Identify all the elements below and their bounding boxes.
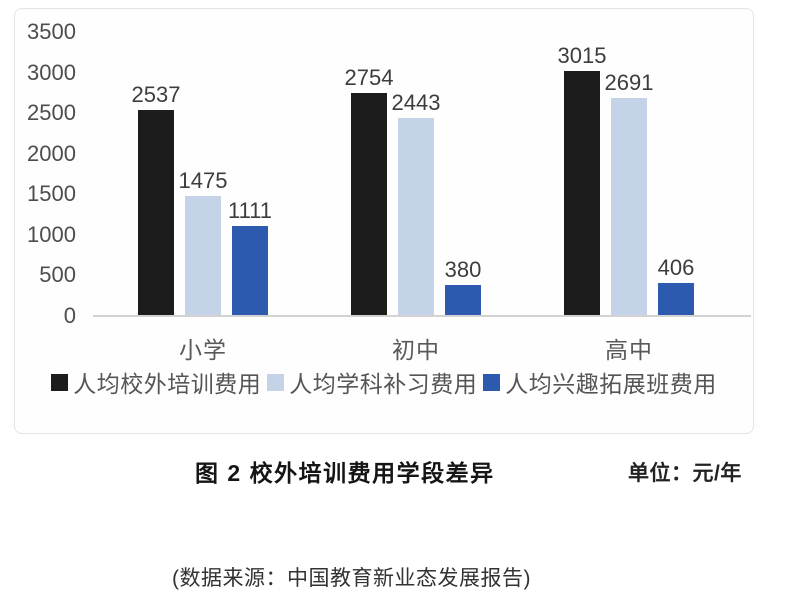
y-tick-label: 2500 <box>27 100 76 126</box>
bar-value-label: 1111 <box>227 198 273 223</box>
bar-value-label: 1475 <box>178 168 228 193</box>
legend: 人均校外培训费用 人均学科补习费用 人均兴趣拓展班费用 <box>25 369 743 397</box>
legend-label: 人均校外培训费用 <box>73 371 262 397</box>
legend-swatch-icon <box>51 373 69 391</box>
bar-series3-cat2 <box>445 285 481 316</box>
y-tick-label: 500 <box>39 262 76 288</box>
bar-value-label: 2443 <box>391 90 441 115</box>
x-tick-label: 初中 <box>392 337 440 363</box>
chart-panel: 3500 3000 2500 2000 1500 1000 500 0 2537 1475 111… <box>14 8 754 434</box>
y-tick-label: 3500 <box>27 19 76 44</box>
bar-value-label: 3015 <box>557 43 607 68</box>
legend-label: 人均学科补习费用 <box>289 371 478 397</box>
legend-item-2: 人均学科补习费用 <box>267 365 477 399</box>
x-axis-line <box>93 315 751 317</box>
bar-value-label: 380 <box>444 257 482 282</box>
unit-label: 单位：元/年 <box>628 462 742 485</box>
bar-value-label: 2537 <box>131 82 181 107</box>
bar-value-label: 2691 <box>604 70 654 95</box>
legend-label: 人均兴趣拓展班费用 <box>505 371 717 397</box>
bar-value-label: 2754 <box>344 65 394 90</box>
bar-series1-cat2 <box>351 93 387 316</box>
bar-value-label: 406 <box>657 255 695 280</box>
legend-swatch-icon <box>267 373 285 391</box>
bar-series1-cat3 <box>564 71 600 316</box>
y-tick-label: 0 <box>63 303 76 328</box>
y-tick-label: 1500 <box>27 181 76 207</box>
y-tick-label: 2000 <box>27 140 76 166</box>
legend-item-1: 人均校外培训费用 <box>51 365 261 399</box>
y-tick-label: 3000 <box>27 59 76 85</box>
x-tick-label: 高中 <box>605 337 653 363</box>
legend-swatch-icon <box>483 373 501 391</box>
data-source-note: (数据来源：中国教育新业态发展报告) <box>172 567 531 590</box>
bar-series3-cat3 <box>658 283 694 316</box>
bar-series2-cat2 <box>398 118 434 316</box>
bar-series2-cat3 <box>611 98 647 316</box>
x-tick-label: 小学 <box>179 337 227 363</box>
bar-series3-cat1 <box>232 226 268 316</box>
bar-series2-cat1 <box>185 196 221 316</box>
y-tick-label: 1000 <box>27 221 76 247</box>
legend-item-3: 人均兴趣拓展班费用 <box>483 365 717 399</box>
bar-series1-cat1 <box>138 110 174 316</box>
figure-caption: 图 2 校外培训费用学段差异 <box>195 460 495 486</box>
